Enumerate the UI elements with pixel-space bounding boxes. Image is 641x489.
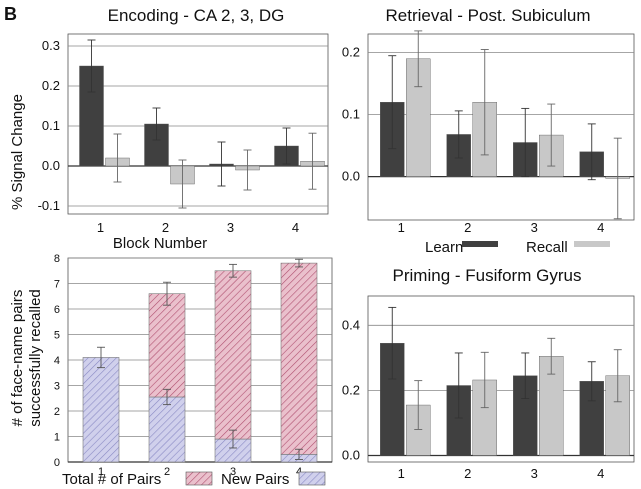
pairs-ytick-label: 1: [54, 432, 60, 444]
priming-xtick-label: 1: [398, 466, 405, 481]
retrieval-chart: Retrieval - Post. Subiculum 0.0 0.1 0.2 1 2 3…: [342, 6, 635, 235]
priming-ytick-label: 0.4: [342, 317, 360, 332]
pairs-xtick-label: 3: [230, 466, 236, 478]
panel-letter: B: [4, 4, 17, 24]
legend-label-learn: Learn: [425, 239, 463, 256]
bar-total-pairs: [148, 293, 186, 398]
legend-swatch-new-pairs: [298, 471, 326, 486]
encoding-xtick-label: 3: [227, 220, 234, 235]
legend-label-total-pairs: Total # of Pairs: [62, 471, 161, 488]
pairs-ylabel-line2: successfully recalled: [27, 289, 44, 427]
priming-chart: Priming - Fusiform Gyrus 0.0 0.2 0.4 1 2 3 4: [342, 266, 635, 481]
priming-title: Priming - Fusiform Gyrus: [393, 266, 582, 285]
pairs-ytick-label: 4: [54, 355, 60, 367]
pairs-ytick-label: 5: [54, 330, 60, 342]
retrieval-xtick-label: 3: [531, 220, 538, 235]
encoding-ytick-label: 0.3: [42, 38, 60, 53]
priming-ytick-label: 0.0: [342, 447, 360, 462]
encoding-ytick-label: -0.1: [38, 198, 60, 213]
retrieval-xtick-label: 2: [464, 220, 471, 235]
retrieval-xtick-label: 1: [398, 220, 405, 235]
priming-xtick-label: 4: [597, 466, 604, 481]
pairs-ylabel-line1: # of face-name pairs: [9, 290, 26, 427]
legend-label-recall: Recall: [526, 239, 568, 256]
pairs-xtick-label: 1: [98, 466, 104, 478]
retrieval-legend: Learn Recall: [425, 239, 610, 256]
retrieval-ytick-label: 0.2: [342, 45, 360, 60]
encoding-xtick-label: 4: [292, 220, 299, 235]
legend-label-new-pairs: New Pairs: [221, 471, 289, 488]
pairs-ytick-label: 3: [54, 381, 60, 393]
encoding-ytick-label: 0.1: [42, 118, 60, 133]
priming-xtick-label: 3: [531, 466, 538, 481]
encoding-xtick-label: 1: [97, 220, 104, 235]
retrieval-xtick-label: 4: [597, 220, 604, 235]
encoding-ytick-label: 0.2: [42, 78, 60, 93]
pairs-ytick-label: 7: [54, 279, 60, 291]
legend-swatch-recall: [574, 241, 610, 247]
pairs-ytick-label: 0: [54, 457, 60, 469]
encoding-xlabel: Block Number: [113, 235, 207, 252]
pairs-xtick-label: 2: [164, 466, 170, 478]
priming-plot-frame: [367, 295, 635, 463]
pairs-chart: # of face-name pairs successfully recall…: [9, 253, 333, 478]
pairs-ytick-label: 2: [54, 406, 60, 418]
retrieval-ytick-label: 0.0: [342, 169, 360, 184]
pairs-ytick-label: 8: [54, 253, 60, 265]
encoding-plot-frame: [67, 33, 329, 215]
pairs-legend: Total # of Pairs New Pairs: [62, 471, 326, 488]
legend-swatch-learn: [462, 241, 498, 247]
encoding-chart: Encoding - CA 2, 3, DG Block Number % Si…: [9, 6, 329, 252]
retrieval-plot-frame: [367, 33, 635, 221]
encoding-ytick-label: 0.0: [42, 158, 60, 173]
encoding-xtick-label: 2: [162, 220, 169, 235]
bar-new-pairs: [148, 396, 186, 463]
retrieval-title: Retrieval - Post. Subiculum: [385, 6, 590, 25]
pairs-ytick-label: 6: [54, 304, 60, 316]
bar-total-pairs: [280, 262, 318, 455]
encoding-title: Encoding - CA 2, 3, DG: [108, 6, 285, 25]
priming-xtick-label: 2: [464, 466, 471, 481]
encoding-ylabel: % Signal Change: [9, 94, 26, 210]
retrieval-ytick-label: 0.1: [342, 107, 360, 122]
legend-swatch-total-pairs: [185, 471, 213, 486]
bar-new-pairs: [82, 357, 120, 463]
priming-ytick-label: 0.2: [342, 382, 360, 397]
bar-total-pairs: [214, 270, 252, 440]
